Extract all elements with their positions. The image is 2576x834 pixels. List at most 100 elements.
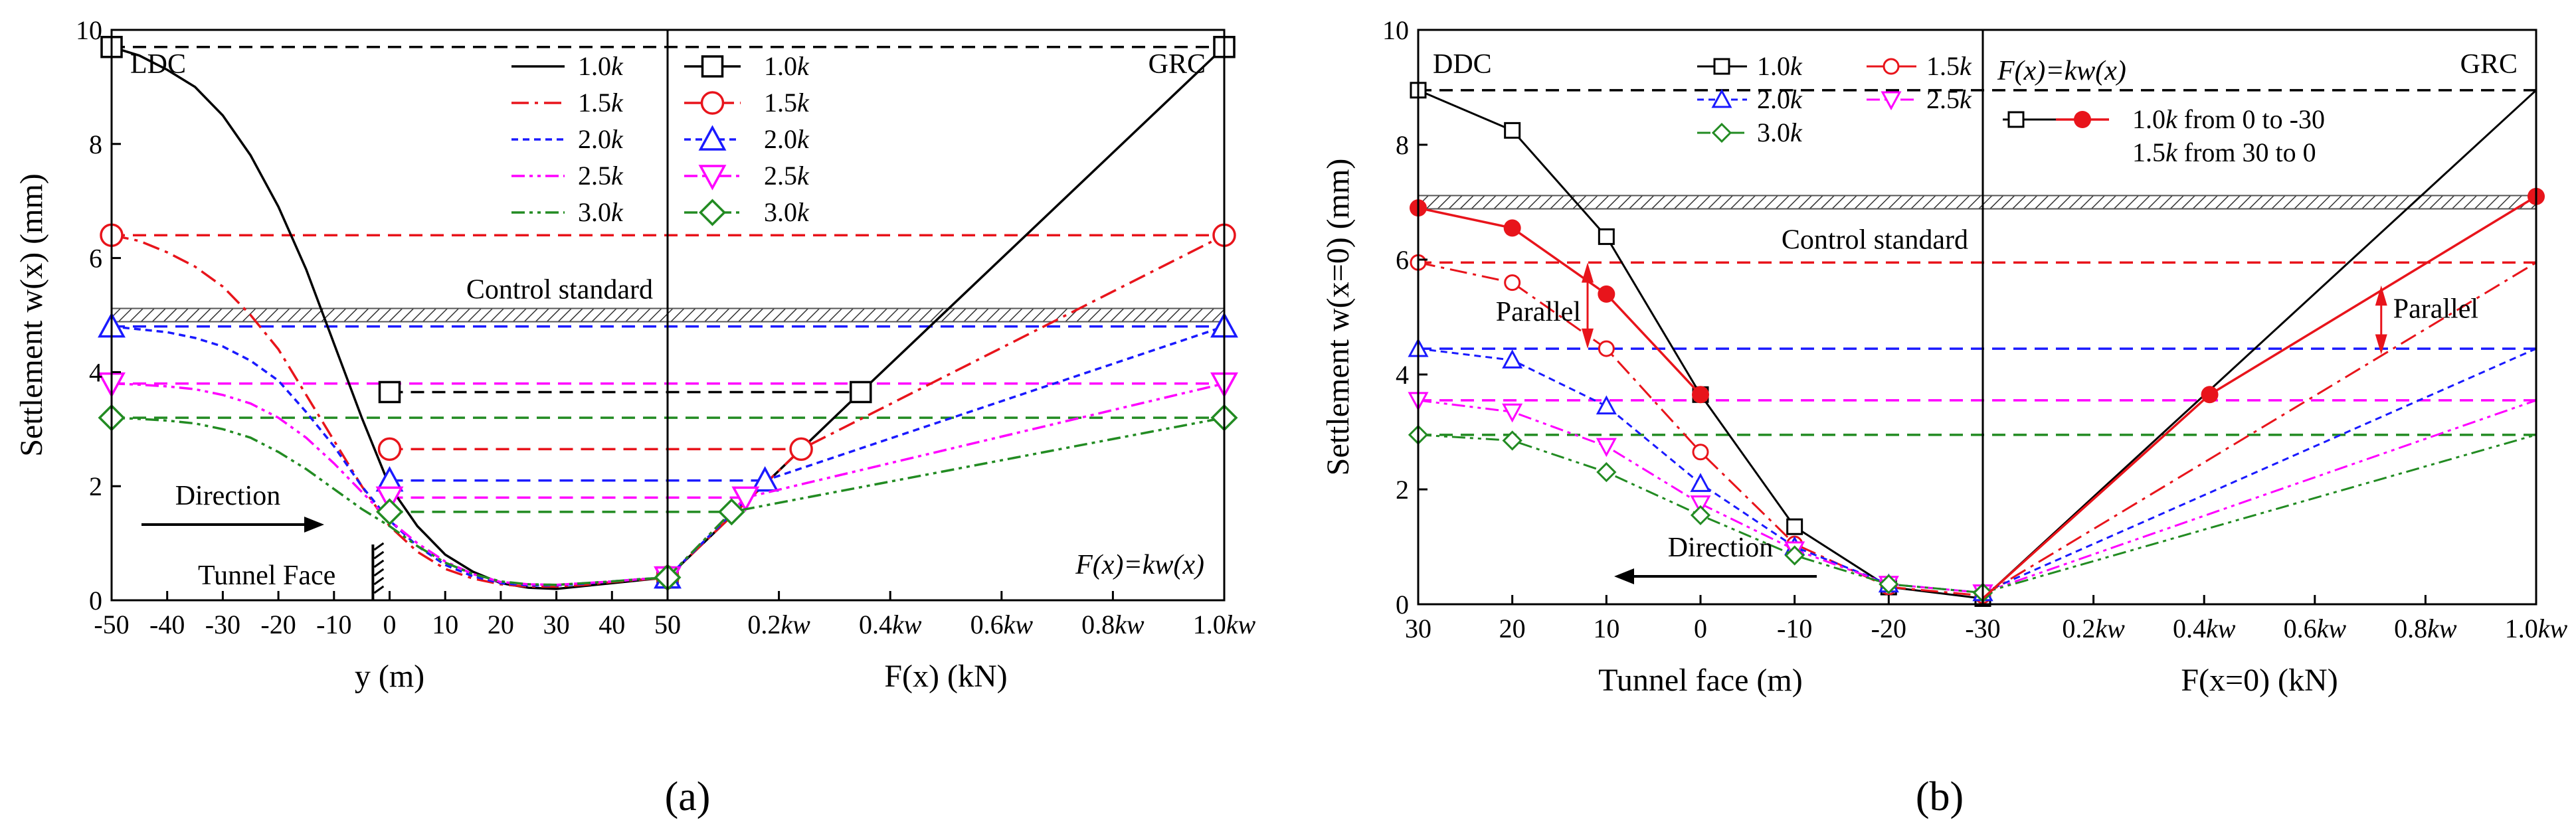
x-tick-label: -20 (1871, 614, 1906, 643)
x-tick-label: 10 (1593, 614, 1619, 643)
legend-label-2.0k: 2.0k (1757, 84, 1803, 114)
grc-line-1.5k (1982, 262, 2537, 597)
plot-frame (1417, 29, 2537, 606)
parallel-arrowhead (1582, 328, 1594, 349)
y-tick-label: 8 (1396, 130, 1409, 160)
y-tick-label: 2 (89, 471, 102, 501)
ddc-combined-marker (1503, 219, 1521, 237)
grc-line-3.0k (1982, 434, 2537, 594)
grc-line-1.5k (666, 234, 1225, 578)
ddc-combined-marker (1692, 386, 1709, 404)
y-tick-label: 4 (1396, 360, 1409, 390)
legend-label-left-3.0k: 3.0k (578, 197, 624, 227)
x-tick-label: 20 (488, 610, 514, 639)
grc-formula: F(x)=kw(x) (1075, 550, 1204, 580)
x-tick-label: 0.2kw (2062, 614, 2125, 643)
control-standard-label: Control standard (1782, 225, 1968, 256)
x-tick-label: -50 (94, 610, 129, 639)
legend-combo-label-2: 1.5k from 30 to 0 (2132, 137, 2316, 167)
ldc-curve-3.0k (111, 416, 668, 586)
tunnel-face-hatch (373, 585, 385, 594)
x-tick-label: 0.8kw (2394, 614, 2457, 643)
x-tick-label: -30 (1965, 614, 2000, 643)
ddc-marker-2.5k (1596, 438, 1617, 458)
ddc-marker-2.5k (1502, 403, 1523, 423)
legend-label-right-1.5k: 1.5k (764, 88, 810, 118)
parallel-label-left: Parallel (1496, 297, 1581, 327)
left-x-axis-label: Tunnel face (m) (1598, 663, 1802, 698)
tunnel-face-hatch (373, 559, 385, 568)
legend-combo-marker-dot (2074, 111, 2091, 128)
right-x-axis-label: F(x=0) (kN) (2181, 663, 2338, 698)
x-tick-label: 0.6kw (970, 610, 1034, 639)
ddc-marker-1.5k (1504, 274, 1521, 292)
grc-formula: F(x)=kw(x) (1997, 56, 2126, 86)
x-tick-label: 0.6kw (2284, 614, 2347, 643)
legend-marker-right-2.5k (698, 165, 727, 191)
direction-label: Direction (1668, 533, 1774, 563)
parallel-arrowhead (2375, 334, 2387, 355)
legend-label-2.5k: 2.5k (1926, 84, 1972, 114)
grc-marker-3.0k-0 (717, 498, 745, 526)
direction-label: Direction (175, 481, 281, 511)
parallel-arrowhead (2375, 285, 2387, 306)
ddc-marker-3.0k (1690, 505, 1711, 526)
grc-line-2.0k (1982, 347, 2537, 594)
y-axis-label: Settlement w(x) (mm) (14, 173, 49, 457)
panel-a-chart: 0 2 4 6 8 10 -50 -40 -30 -20 -10 0 10 20 30 40 50 0.2kw 0.… (14, 15, 1256, 694)
ldc-title: LDC (130, 49, 186, 80)
ddc-marker-1.5k (1692, 444, 1709, 461)
x-tick-label: -10 (1777, 614, 1812, 643)
ddc-marker-2.0k (1690, 473, 1711, 492)
grc-combined-line (1981, 195, 2537, 600)
grc-line-2.0k (666, 325, 1225, 578)
x-tick-label: 30 (1405, 614, 1431, 643)
legend-label-left-1.0k: 1.0k (578, 51, 624, 81)
legend-marker-right-1.0k (701, 55, 724, 78)
legend-combo-label-1: 1.0k from 0 to -30 (2132, 104, 2325, 134)
grc-combined-marker (2201, 386, 2219, 404)
right-x-axis-label: F(x) (kN) (884, 659, 1007, 694)
panel-a-label: (a) (665, 774, 711, 819)
control-standard-band (1418, 195, 2537, 210)
y-tick-label: 0 (1396, 590, 1409, 620)
control-standard-label: Control standard (466, 275, 653, 305)
parallel-arrowhead (1582, 262, 1594, 283)
y-tick-label: 10 (1382, 15, 1409, 45)
y-tick-label: 6 (89, 244, 102, 274)
x-tick-label: -10 (316, 610, 351, 639)
legend-marker-3.0k (1711, 122, 1732, 143)
tunnel-face-hatch (373, 568, 385, 577)
legend-label-left-1.5k: 1.5k (578, 88, 624, 118)
legend-marker-right-2.0k (698, 125, 727, 151)
legend-label-left-2.5k: 2.5k (578, 161, 624, 191)
legend-label-right-3.0k: 3.0k (764, 197, 810, 227)
grc-marker-2.5k-0 (731, 486, 760, 513)
ddc-marker-3.0k (1596, 461, 1617, 483)
panel-b-chart: 0 2 4 6 8 10 30 20 10 0 -10 -20 -30 0.2kw 0.4kw 0.6kw 0.… (1321, 15, 2568, 698)
x-tick-label: -40 (149, 610, 185, 639)
legend-label-right-1.0k: 1.0k (764, 51, 810, 81)
legend-marker-1.0k (1713, 58, 1730, 75)
x-tick-label: -20 (260, 610, 296, 639)
x-tick-label: 0.4kw (859, 610, 922, 639)
grc-line-1.0k (1981, 89, 2537, 600)
legend-marker-right-1.5k (700, 91, 725, 115)
x-tick-label: 1.0kw (2505, 614, 2568, 643)
ldc-face-marker-1.5k (377, 437, 402, 461)
legend-marker-1.5k (1883, 58, 1900, 75)
x-tick-label: 30 (543, 610, 570, 639)
ldc-face-marker-3.0k (376, 498, 403, 526)
grc-line-3.0k (666, 416, 1225, 578)
y-tick-label: 6 (1396, 245, 1409, 275)
y-axis-label: Settlement w(x=0) (mm) (1321, 159, 1356, 476)
x-tick-label: 0.8kw (1081, 610, 1145, 639)
tunnel-face-label: Tunnel Face (198, 560, 335, 591)
x-tick-label: 0.2kw (747, 610, 810, 639)
grc-title: GRC (2460, 49, 2518, 80)
tunnel-face-hatch (373, 542, 385, 551)
y-tick-label: 2 (1396, 475, 1409, 505)
panel-b-label: (b) (1916, 774, 1964, 819)
ddc-title: DDC (1433, 49, 1492, 80)
